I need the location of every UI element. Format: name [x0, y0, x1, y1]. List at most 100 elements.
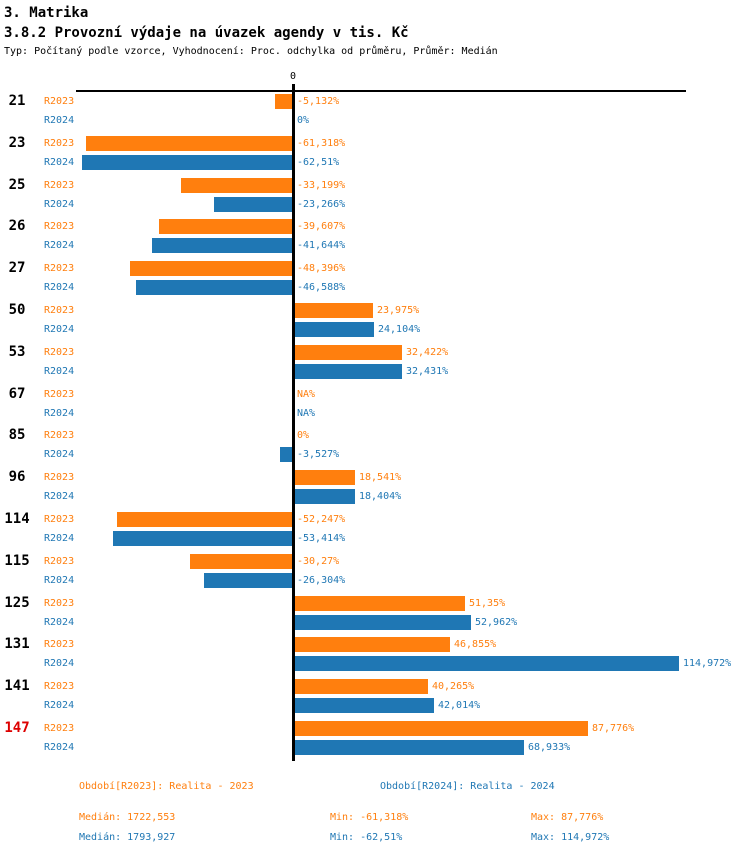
chart-title: 3.8.2 Provozní výdaje na úvazek agendy v… — [4, 25, 409, 41]
category-label: 115 — [4, 553, 30, 569]
bar-value-label: 87,776% — [592, 723, 635, 734]
series-label-r2023: R2023 — [44, 305, 75, 316]
bar-value-label: 51,35% — [469, 598, 506, 609]
bar-r2023 — [116, 512, 292, 527]
bar-r2024 — [213, 197, 292, 212]
bar-r2024 — [293, 489, 355, 504]
series-label-r2024: R2024 — [44, 115, 75, 126]
bar-r2023 — [293, 721, 588, 736]
stat-median-r2023: Medián: 1722,553 — [79, 812, 176, 823]
category-label: 53 — [8, 344, 26, 360]
bar-value-label: 68,933% — [528, 742, 571, 753]
series-label-r2024: R2024 — [44, 617, 75, 628]
bar-value-label: 0% — [297, 115, 310, 126]
bar-value-label: -5,132% — [297, 96, 340, 107]
bar-r2023 — [293, 637, 451, 652]
category-label: 26 — [8, 218, 26, 234]
series-label-r2023: R2023 — [44, 681, 75, 692]
bar-r2023 — [293, 596, 466, 611]
bar-value-label: -30,27% — [297, 556, 340, 567]
stat-min-r2023: Min: -61,318% — [330, 812, 409, 823]
bar-r2024 — [280, 447, 292, 462]
bar-r2023 — [293, 470, 356, 485]
series-label-r2023: R2023 — [44, 180, 75, 191]
series-label-r2024: R2024 — [44, 533, 75, 544]
bar-r2024 — [293, 740, 525, 755]
bar-r2024 — [203, 573, 292, 588]
bar-value-label: 46,855% — [454, 639, 497, 650]
bar-value-label: -52,247% — [297, 514, 346, 525]
stat-max-r2023: Max: 87,776% — [531, 812, 604, 823]
series-label-r2023: R2023 — [44, 514, 75, 525]
bar-value-label: -61,318% — [297, 138, 346, 149]
series-label-r2023: R2023 — [44, 221, 75, 232]
bar-value-label: 18,404% — [359, 491, 402, 502]
bar-r2023 — [293, 345, 402, 360]
series-label-r2024: R2024 — [44, 324, 75, 335]
bar-value-label: -23,266% — [297, 199, 346, 210]
bar-value-label: -3,527% — [297, 449, 340, 460]
category-label: 114 — [4, 511, 30, 527]
series-label-r2023: R2023 — [44, 138, 75, 149]
series-label-r2024: R2024 — [44, 157, 75, 168]
axis-zero-label: 0 — [289, 71, 297, 82]
series-label-r2023: R2023 — [44, 96, 75, 107]
category-label: 125 — [4, 595, 30, 611]
series-label-r2024: R2024 — [44, 742, 75, 753]
category-label: 25 — [8, 177, 26, 193]
stat-max-r2024: Max: 114,972% — [531, 832, 610, 843]
bar-value-label: 114,972% — [683, 658, 732, 669]
bar-r2024 — [112, 531, 292, 546]
bar-value-label: -53,414% — [297, 533, 346, 544]
series-label-r2024: R2024 — [44, 658, 75, 669]
bar-value-label: 40,265% — [432, 681, 475, 692]
bar-value-label: 52,962% — [475, 617, 518, 628]
series-label-r2023: R2023 — [44, 263, 75, 274]
bar-r2023 — [293, 303, 374, 318]
page-title: 3. Matrika — [4, 5, 89, 21]
category-label: 96 — [8, 469, 26, 485]
bar-value-label: 32,431% — [406, 366, 449, 377]
bar-r2023 — [190, 554, 292, 569]
category-label: 67 — [8, 386, 26, 402]
bar-r2024 — [293, 322, 374, 337]
series-label-r2024: R2024 — [44, 199, 75, 210]
bar-value-label: -26,304% — [297, 575, 346, 586]
category-label: 27 — [8, 260, 26, 276]
series-label-r2023: R2023 — [44, 347, 75, 358]
stat-min-r2024: Min: -62,51% — [330, 832, 403, 843]
category-label: 23 — [8, 135, 26, 151]
legend-r2023: Období[R2023]: Realita - 2023 — [79, 781, 254, 792]
bar-r2024 — [293, 698, 435, 713]
bar-value-label: 18,541% — [359, 472, 402, 483]
bar-value-label: -39,607% — [297, 221, 346, 232]
series-label-r2023: R2023 — [44, 556, 75, 567]
bar-value-label: -41,644% — [297, 240, 346, 251]
bar-r2024 — [293, 615, 471, 630]
bar-value-label: -48,396% — [297, 263, 346, 274]
series-label-r2024: R2024 — [44, 366, 75, 377]
bar-value-label: NA% — [297, 389, 316, 400]
category-label: 131 — [4, 636, 30, 652]
bar-r2024 — [82, 155, 292, 170]
bar-r2023 — [86, 136, 292, 151]
bar-value-label: 23,975% — [377, 305, 420, 316]
bar-value-label: NA% — [297, 408, 316, 419]
series-label-r2024: R2024 — [44, 240, 75, 251]
bar-r2023 — [293, 679, 429, 694]
series-label-r2024: R2024 — [44, 408, 75, 419]
bar-value-label: 32,422% — [406, 347, 449, 358]
category-label: 50 — [8, 302, 26, 318]
series-label-r2023: R2023 — [44, 389, 75, 400]
bar-r2024 — [152, 238, 292, 253]
bar-value-label: -33,199% — [297, 180, 346, 191]
series-label-r2023: R2023 — [44, 639, 75, 650]
axis-zero-line — [292, 84, 295, 761]
series-label-r2023: R2023 — [44, 723, 75, 734]
category-label: 147 — [4, 720, 30, 736]
bar-r2024 — [293, 364, 402, 379]
series-label-r2024: R2024 — [44, 449, 75, 460]
series-label-r2024: R2024 — [44, 700, 75, 711]
series-label-r2023: R2023 — [44, 598, 75, 609]
series-label-r2024: R2024 — [44, 491, 75, 502]
